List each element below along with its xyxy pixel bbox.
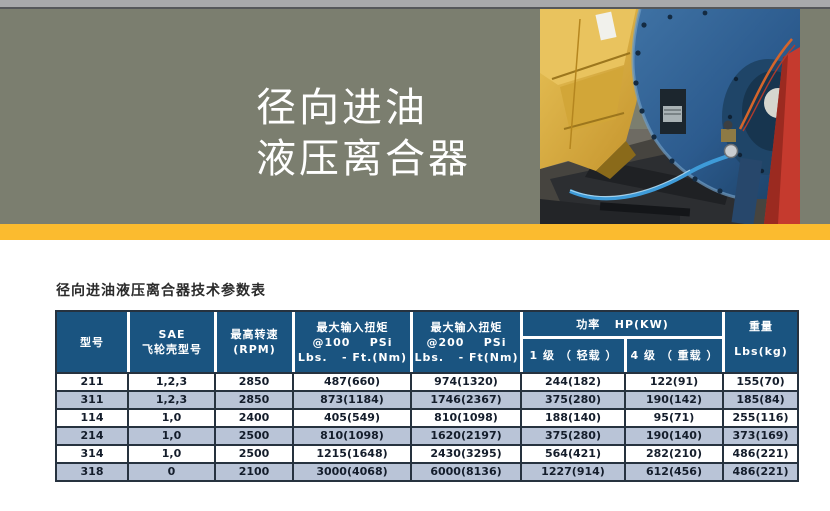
cell-rpm: 2850 xyxy=(214,372,292,390)
cell-model: 314 xyxy=(57,444,127,462)
table-title: 径向进油液压离合器技术参数表 xyxy=(56,283,266,299)
cell-model: 211 xyxy=(57,372,127,390)
col-header-model: 型号 xyxy=(57,312,127,372)
cell-model: 114 xyxy=(57,408,127,426)
cell-torque-200psi: 810(1098) xyxy=(410,408,520,426)
cell-rpm: 2500 xyxy=(214,444,292,462)
cell-power-grade1: 1227(914) xyxy=(520,462,624,480)
table-row: 211 1,2,3 2850 487(660) 974(1320) 244(18… xyxy=(57,372,797,390)
cell-model: 214 xyxy=(57,426,127,444)
cell-weight: 373(169) xyxy=(722,426,797,444)
cell-torque-100psi: 487(660) xyxy=(292,372,410,390)
cell-weight: 486(221) xyxy=(722,444,797,462)
hero-title-line2: 液压离合器 xyxy=(256,136,471,182)
cell-power-grade1: 244(182) xyxy=(520,372,624,390)
col-header-power-group: 功率 HP(KW) xyxy=(520,312,722,336)
cell-model: 318 xyxy=(57,462,127,480)
red-machine xyxy=(764,47,800,224)
top-gray-bar xyxy=(0,0,830,9)
orange-accent-bar xyxy=(0,224,830,240)
col-header-rpm: 最高转速 (RPM) xyxy=(214,312,292,372)
cell-power-grade1: 375(280) xyxy=(520,426,624,444)
col-header-torque-200psi: 最大输入扭矩 @200 PSi Lbs. - Ft(Nm) xyxy=(410,312,520,372)
cell-sae-housing: 0 xyxy=(127,462,214,480)
cell-sae-housing: 1,0 xyxy=(127,426,214,444)
housing-bolts xyxy=(633,10,723,194)
col-header-sae-housing: SAE 飞轮壳型号 xyxy=(127,312,214,372)
table-row: 214 1,0 2500 810(1098) 1620(2197) 375(28… xyxy=(57,426,797,444)
cell-weight: 255(116) xyxy=(722,408,797,426)
col-header-power-grade4: 4 级 （ 重载 ） xyxy=(624,336,722,372)
cell-power-grade4: 190(140) xyxy=(624,426,722,444)
hero-title-line1: 径向进油 xyxy=(256,85,428,131)
cell-sae-housing: 1,0 xyxy=(127,408,214,426)
cell-weight: 185(84) xyxy=(722,390,797,408)
cell-rpm: 2500 xyxy=(214,426,292,444)
cell-torque-200psi: 974(1320) xyxy=(410,372,520,390)
cell-torque-100psi: 1215(1648) xyxy=(292,444,410,462)
cell-power-grade4: 612(456) xyxy=(624,462,722,480)
product-photo xyxy=(540,9,800,224)
engine-label xyxy=(595,11,617,41)
spec-table: 型号 SAE 飞轮壳型号 最高转速 (RPM) 最大输入扭矩 @100 PSi … xyxy=(55,310,799,482)
clutch-housing-blue xyxy=(631,9,800,224)
orange-wire xyxy=(738,38,793,130)
cell-power-grade4: 122(91) xyxy=(624,372,722,390)
hero-title: 径向进油 液压离合器 xyxy=(256,83,471,185)
cell-power-grade4: 190(142) xyxy=(624,390,722,408)
cell-power-grade1: 375(280) xyxy=(520,390,624,408)
cell-model: 311 xyxy=(57,390,127,408)
cell-rpm: 2850 xyxy=(214,390,292,408)
cell-rpm: 2400 xyxy=(214,408,292,426)
cell-rpm: 2100 xyxy=(214,462,292,480)
cell-power-grade4: 282(210) xyxy=(624,444,722,462)
table-row: 114 1,0 2400 405(549) 810(1098) 188(140)… xyxy=(57,408,797,426)
cell-power-grade4: 95(71) xyxy=(624,408,722,426)
cell-sae-housing: 1,2,3 xyxy=(127,390,214,408)
cell-torque-100psi: 810(1098) xyxy=(292,426,410,444)
col-header-power-grade1: 1 级 （ 轻载 ） xyxy=(520,336,624,372)
col-header-torque-100psi: 最大输入扭矩 @100 PSi Lbs. - Ft.(Nm) xyxy=(292,312,410,372)
cell-torque-100psi: 873(1184) xyxy=(292,390,410,408)
cell-torque-200psi: 2430(3295) xyxy=(410,444,520,462)
cell-torque-200psi: 1746(2367) xyxy=(410,390,520,408)
table-row: 314 1,0 2500 1215(1648) 2430(3295) 564(4… xyxy=(57,444,797,462)
cell-torque-200psi: 6000(8136) xyxy=(410,462,520,480)
cell-sae-housing: 1,0 xyxy=(127,444,214,462)
cell-power-grade1: 188(140) xyxy=(520,408,624,426)
cell-weight: 155(70) xyxy=(722,372,797,390)
cell-torque-100psi: 405(549) xyxy=(292,408,410,426)
table-row: 311 1,2,3 2850 873(1184) 1746(2367) 375(… xyxy=(57,390,797,408)
cell-sae-housing: 1,2,3 xyxy=(127,372,214,390)
cell-torque-100psi: 3000(4068) xyxy=(292,462,410,480)
engine-yellow xyxy=(540,9,650,179)
cell-torque-200psi: 1620(2197) xyxy=(410,426,520,444)
hose-fitting xyxy=(721,120,739,159)
hero-banner: 径向进油 液压离合器 xyxy=(0,9,830,224)
table-row: 318 0 2100 3000(4068) 6000(8136) 1227(91… xyxy=(57,462,797,480)
col-header-weight: 重量 Lbs(kg) xyxy=(722,312,797,372)
cell-weight: 486(221) xyxy=(722,462,797,480)
blue-hose xyxy=(569,154,729,201)
cell-power-grade1: 564(421) xyxy=(520,444,624,462)
